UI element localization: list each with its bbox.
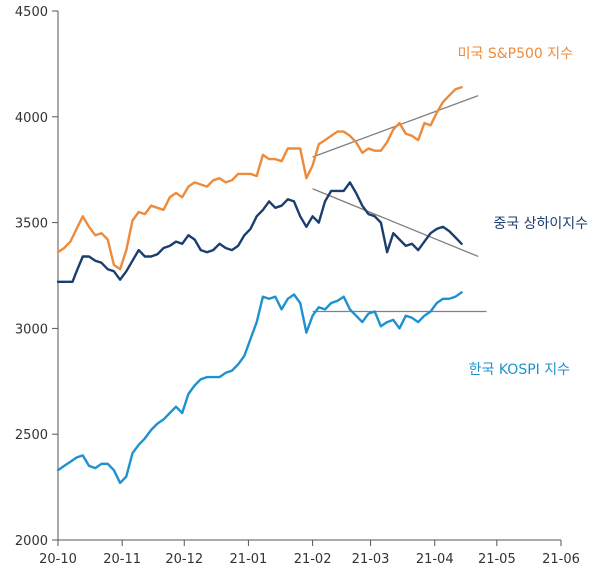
chart-axes: 2000 2500 3000 3500 4000 4500 20-10 20-11 20-12 2… bbox=[15, 5, 580, 567]
x-tick-label: 20-10 bbox=[39, 552, 77, 567]
y-tick-label: 4500 bbox=[15, 5, 48, 20]
x-tick-label: 21-06 bbox=[542, 552, 580, 567]
series-label-shanghai: 중국 상하이지수 bbox=[493, 216, 588, 232]
trendline bbox=[312, 188, 479, 258]
series-line-kospi bbox=[56, 291, 463, 485]
x-tick-label: 21-02 bbox=[294, 552, 332, 567]
series-lines bbox=[56, 85, 463, 485]
y-tick-label: 2500 bbox=[15, 428, 48, 443]
series-labels: 미국 S&P500 지수 중국 상하이지수 한국 KOSPI 지수 bbox=[458, 46, 588, 378]
series-line-sp500 bbox=[56, 85, 463, 271]
x-tick-label: 21-05 bbox=[478, 552, 516, 567]
x-tick-label: 21-01 bbox=[230, 552, 268, 567]
y-tick-label: 2000 bbox=[15, 534, 48, 549]
y-tick-label: 4000 bbox=[15, 111, 48, 126]
x-tick-label: 20-11 bbox=[103, 552, 141, 567]
y-tick-label: 3000 bbox=[15, 322, 48, 337]
x-tick-label: 21-04 bbox=[416, 552, 454, 567]
y-tick-label: 3500 bbox=[15, 217, 48, 232]
series-line-shanghai bbox=[56, 181, 463, 283]
x-tick-label: 20-12 bbox=[165, 552, 203, 567]
series-label-sp500: 미국 S&P500 지수 bbox=[458, 46, 574, 62]
trendlines bbox=[312, 95, 487, 313]
series-label-kospi: 한국 KOSPI 지수 bbox=[469, 362, 570, 378]
x-tick-label: 21-03 bbox=[352, 552, 390, 567]
